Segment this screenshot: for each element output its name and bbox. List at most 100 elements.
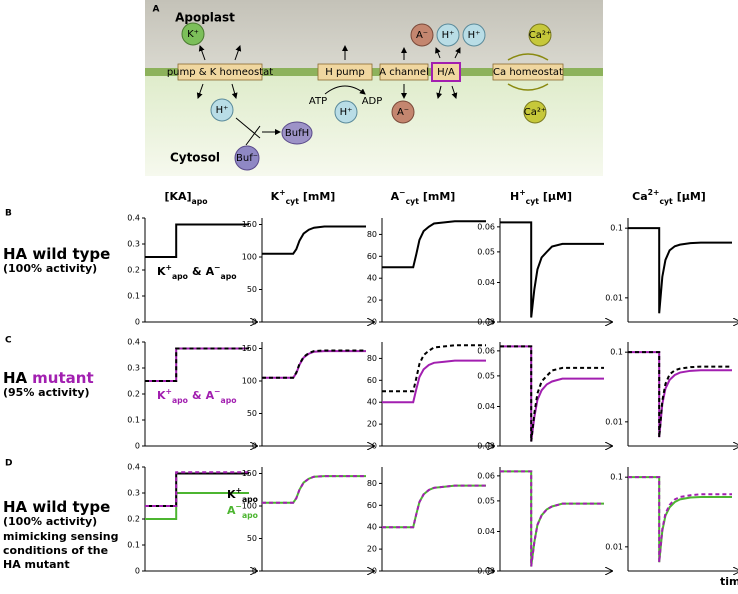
label-part: H (510, 190, 519, 203)
arrow (435, 47, 441, 59)
line (145, 471, 249, 507)
y-tick-label: 0.06 (477, 222, 495, 231)
annotation-part: A (206, 389, 215, 402)
y-tick-label: 20 (367, 296, 377, 305)
ion-label: H⁺ (468, 30, 481, 41)
box-label: Ca homeostat (493, 67, 563, 78)
y-tick-label: 0.03 (477, 442, 495, 451)
ion (334, 100, 358, 124)
annotation-part: A (227, 504, 236, 517)
y-tick-label: 80 (367, 479, 377, 488)
y-tick-label: 50 (247, 409, 257, 418)
y-tick-label: 0.01 (605, 417, 623, 426)
y-tick-label: 0 (135, 567, 140, 576)
annotation: K+apo (227, 486, 258, 504)
charts: BHA wild type(100% activity)CHA mutant(95… (3, 188, 738, 588)
y-tick-label: 150 (242, 344, 257, 353)
row-letter: D (5, 459, 12, 469)
y-tick-label: 20 (367, 420, 377, 429)
ion-label: H⁺ (216, 105, 229, 116)
label-part: cyt (286, 197, 300, 206)
line (262, 225, 366, 255)
y-tick-label: 0.1 (610, 348, 623, 357)
y-tick-label: 0.2 (127, 390, 140, 399)
row-subtitle: (100% activity) (3, 515, 97, 528)
y-tick-label: 50 (247, 534, 257, 543)
box-label: pump & K homeostat (167, 67, 273, 78)
y-tick-label: 0.04 (477, 278, 495, 287)
ion-label: BufH (285, 128, 309, 139)
y-tick-label: 150 (242, 220, 257, 229)
line (262, 350, 366, 379)
annotation-part: apo (221, 272, 237, 281)
row-subtitle: (100% activity) (3, 262, 97, 275)
ion-label: Buf⁻ (236, 153, 258, 164)
ion-label: H⁺ (442, 30, 455, 41)
y-tick-label: 0 (372, 318, 377, 327)
line (382, 359, 486, 404)
row-letter: B (5, 209, 12, 219)
arrow (235, 117, 280, 146)
membrane (145, 68, 603, 76)
y-tick-label: 0.05 (477, 496, 495, 505)
label-part: [µM] (543, 190, 572, 203)
label-part: 2+ (648, 188, 660, 197)
label-part: − (399, 188, 405, 197)
y-tick-label: 0.1 (127, 292, 140, 301)
ion-label: A⁻ (416, 30, 428, 41)
row-title-part: mutant (32, 369, 93, 387)
annotation-part: apo (221, 396, 237, 405)
arrow (324, 85, 366, 95)
line (145, 347, 249, 382)
x-axis-label: time (720, 575, 738, 588)
y-tick-label: 60 (367, 252, 377, 261)
label-part: [µM] (677, 190, 706, 203)
y-tick-label: 100 (242, 253, 257, 262)
line (628, 227, 732, 314)
box (177, 63, 263, 81)
cytosol-label: Cytosol (170, 151, 220, 165)
annotation-part: + (236, 486, 242, 495)
box (431, 62, 461, 82)
y-tick-label: 100 (242, 502, 257, 511)
line (382, 484, 486, 529)
y-tick-label: 0 (252, 567, 257, 576)
arrow (436, 85, 443, 99)
ion (523, 100, 547, 124)
line (145, 223, 249, 258)
label-part: cyt (526, 197, 540, 206)
ion-label: Ca²⁺ (524, 107, 546, 118)
annotation-part: apo (172, 396, 188, 405)
line (628, 476, 732, 563)
ion (410, 23, 434, 47)
label-part: + (519, 188, 525, 197)
annotation-part: apo (242, 511, 258, 520)
row-subtitle: (95% activity) (3, 386, 90, 399)
row-title-part: HA wild type (3, 245, 110, 263)
y-tick-label: 0.06 (477, 471, 495, 480)
label-part: apo (192, 197, 208, 206)
row-title: HA wild type (3, 245, 110, 263)
y-tick-label: 0 (135, 318, 140, 327)
y-tick-label: 0.4 (127, 463, 140, 472)
row-note: mimicking sensing (3, 530, 118, 543)
line (262, 475, 366, 504)
line (628, 351, 732, 438)
box (379, 63, 429, 81)
annotation: K+apo & A−apo (157, 387, 237, 405)
y-tick-label: 0 (372, 567, 377, 576)
ion-label: Ca²⁺ (529, 30, 551, 41)
y-tick-label: 0.1 (610, 473, 623, 482)
line (500, 470, 604, 567)
y-tick-label: 0.4 (127, 214, 140, 223)
panel-letter: A (153, 5, 160, 15)
annotation-part: A (206, 265, 215, 278)
ion (528, 23, 552, 47)
annotation-part: − (214, 263, 220, 272)
label-part: + (279, 188, 285, 197)
row-title: HA mutant (3, 369, 94, 387)
label-part: [KA] (164, 190, 191, 203)
row-note: conditions of the (3, 544, 108, 557)
y-tick-label: 0.2 (127, 266, 140, 275)
diagram: A Apoplast Cytosol pump & K homeostat H … (145, 0, 603, 176)
